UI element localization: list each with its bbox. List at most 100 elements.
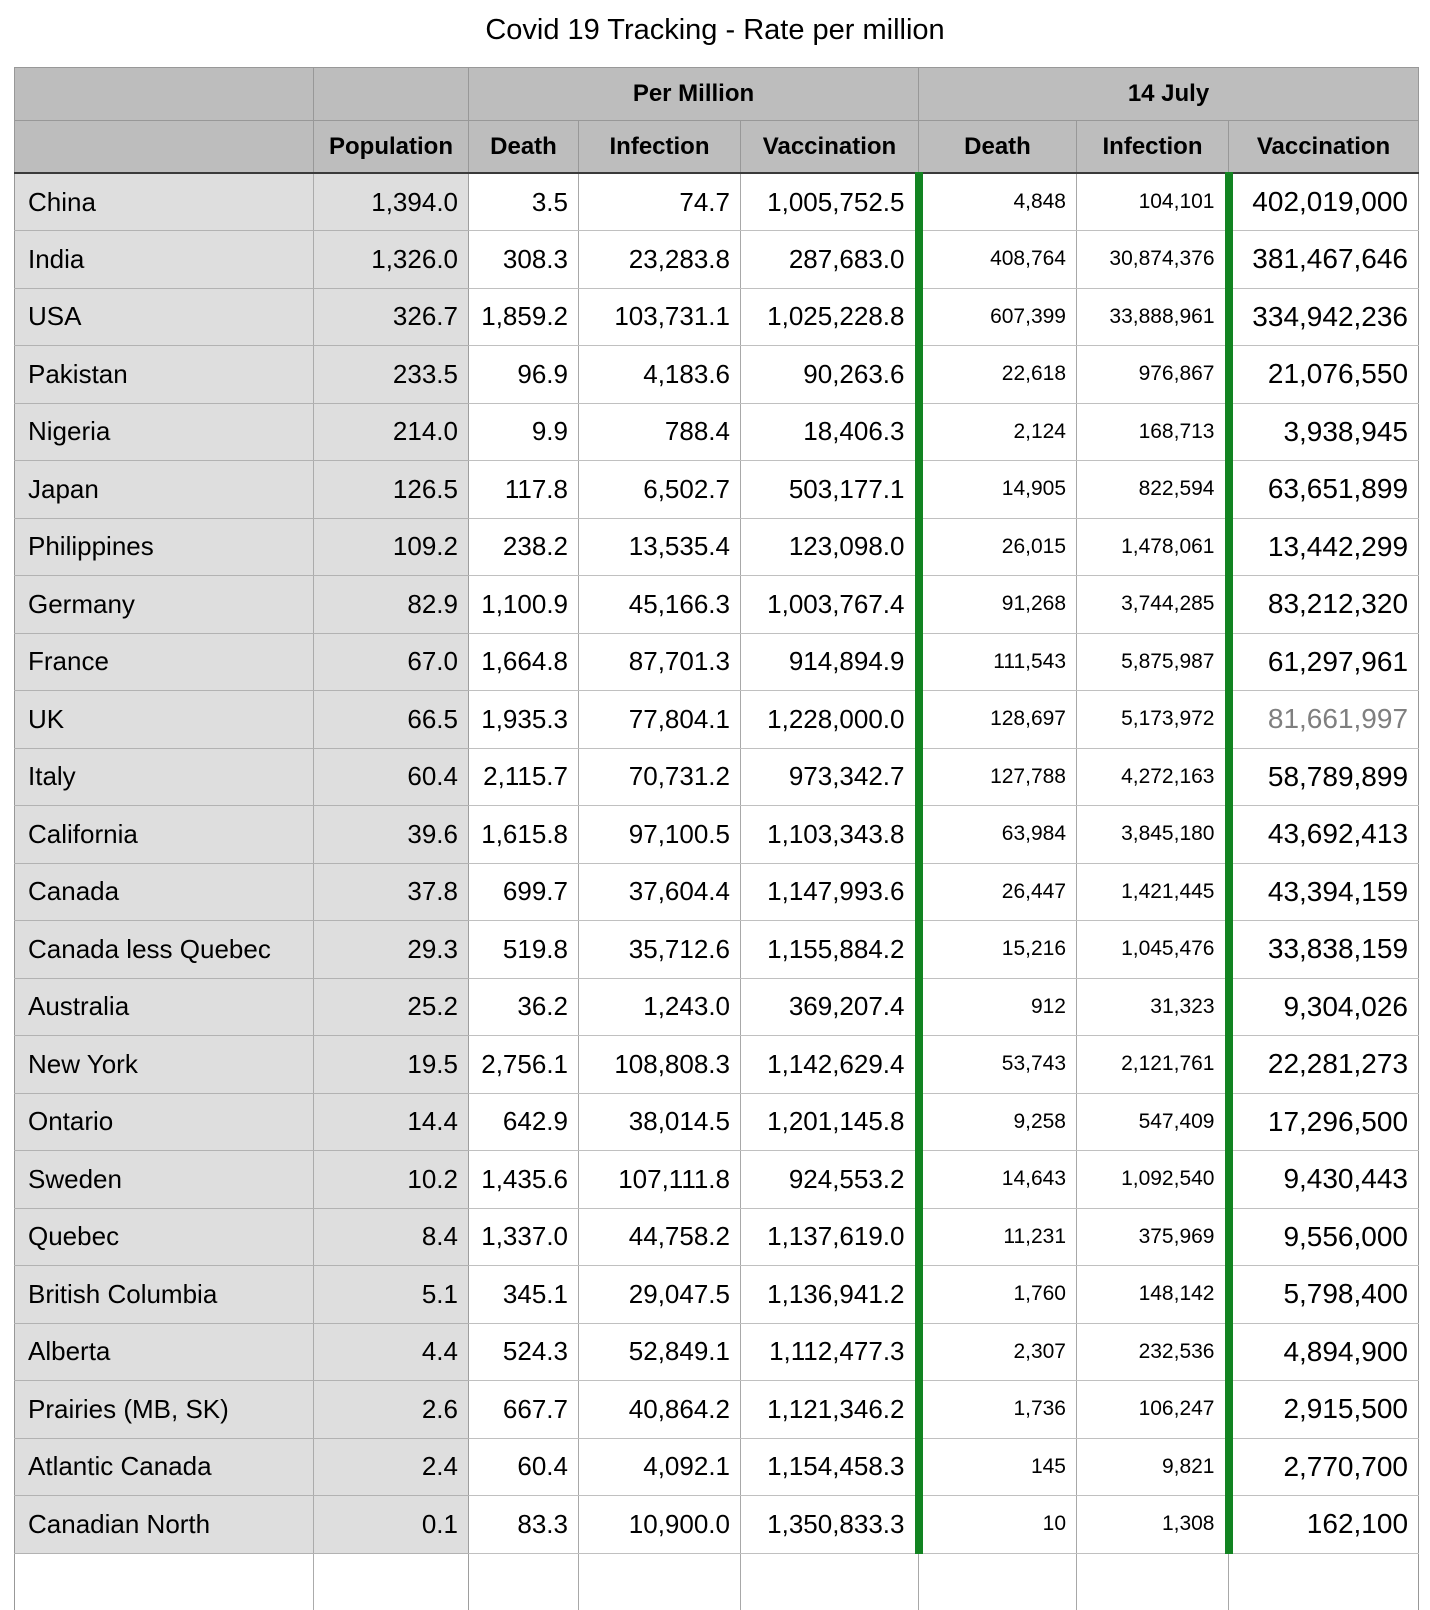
cell-pm-infection[interactable]: 87,701.3: [578, 633, 741, 691]
cell-j-vaccination[interactable]: 162,100: [1224, 1495, 1420, 1554]
cell-j-death[interactable]: 2,307: [914, 1323, 1077, 1381]
cell-pm-vaccination[interactable]: 1,121,346.2: [740, 1380, 919, 1439]
cell-population[interactable]: 10.2: [313, 1150, 469, 1209]
empty-cell[interactable]: [468, 1553, 579, 1610]
cell-population[interactable]: 14.4: [313, 1093, 469, 1151]
cell-pm-vaccination[interactable]: 1,136,941.2: [740, 1265, 919, 1324]
row-label[interactable]: Quebec: [14, 1208, 314, 1266]
cell-j-infection[interactable]: 5,875,987: [1076, 633, 1229, 691]
cell-pm-vaccination[interactable]: 1,112,477.3: [740, 1323, 919, 1381]
cell-pm-death[interactable]: 524.3: [468, 1323, 579, 1381]
cell-pm-death[interactable]: 60.4: [468, 1438, 579, 1496]
cell-j-vaccination[interactable]: 9,430,443: [1224, 1150, 1420, 1209]
cell-j-death[interactable]: 2,124: [914, 403, 1077, 461]
cell-pm-death[interactable]: 1,935.3: [468, 690, 579, 749]
cell-pm-death[interactable]: 345.1: [468, 1265, 579, 1324]
row-label[interactable]: India: [14, 230, 314, 289]
cell-population[interactable]: 5.1: [313, 1265, 469, 1324]
empty-cell[interactable]: [1227, 1553, 1420, 1610]
cell-pm-vaccination[interactable]: 90,263.6: [740, 345, 919, 404]
cell-pm-vaccination[interactable]: 1,154,458.3: [740, 1438, 919, 1496]
cell-pm-vaccination[interactable]: 973,342.7: [740, 748, 919, 806]
cell-j-vaccination[interactable]: 9,304,026: [1224, 978, 1420, 1036]
row-label[interactable]: Canadian North: [14, 1495, 314, 1554]
cell-pm-death[interactable]: 36.2: [468, 978, 579, 1036]
row-label[interactable]: Australia: [14, 978, 314, 1036]
cell-pm-infection[interactable]: 10,900.0: [578, 1495, 741, 1554]
cell-pm-infection[interactable]: 29,047.5: [578, 1265, 741, 1324]
group-header-14-july[interactable]: 14 July: [917, 67, 1420, 121]
cell-pm-infection[interactable]: 40,864.2: [578, 1380, 741, 1439]
cell-j-infection[interactable]: 1,092,540: [1076, 1150, 1229, 1209]
cell-j-vaccination[interactable]: 61,297,961: [1224, 633, 1420, 691]
cell-pm-death[interactable]: 9.9: [468, 403, 579, 461]
cell-j-infection[interactable]: 33,888,961: [1076, 288, 1229, 346]
group-header-per-million[interactable]: Per Million: [468, 67, 919, 121]
empty-cell[interactable]: [918, 1553, 1077, 1610]
cell-pm-vaccination[interactable]: 1,201,145.8: [740, 1093, 919, 1151]
cell-pm-vaccination[interactable]: 1,003,767.4: [740, 575, 919, 634]
cell-pm-infection[interactable]: 45,166.3: [578, 575, 741, 634]
cell-pm-infection[interactable]: 1,243.0: [578, 978, 741, 1036]
cell-population[interactable]: 4.4: [313, 1323, 469, 1381]
cell-j-vaccination[interactable]: 43,692,413: [1224, 805, 1420, 864]
cell-pm-death[interactable]: 96.9: [468, 345, 579, 404]
cell-j-infection[interactable]: 3,744,285: [1076, 575, 1229, 634]
row-label[interactable]: Canada: [14, 863, 314, 921]
cell-pm-vaccination[interactable]: 369,207.4: [740, 978, 919, 1036]
cell-j-infection[interactable]: 106,247: [1076, 1380, 1229, 1439]
cell-j-vaccination[interactable]: 83,212,320: [1224, 575, 1420, 634]
cell-j-death[interactable]: 26,015: [914, 518, 1077, 576]
cell-j-death[interactable]: 607,399: [914, 288, 1077, 346]
cell-pm-vaccination[interactable]: 1,155,884.2: [740, 920, 919, 979]
cell-j-death[interactable]: 4,848: [914, 173, 1077, 231]
cell-j-infection[interactable]: 547,409: [1076, 1093, 1229, 1151]
cell-pm-infection[interactable]: 38,014.5: [578, 1093, 741, 1151]
cell-j-death[interactable]: 128,697: [914, 690, 1077, 749]
cell-j-vaccination[interactable]: 402,019,000: [1224, 173, 1420, 231]
cell-pm-vaccination[interactable]: 123,098.0: [740, 518, 919, 576]
cell-pm-death[interactable]: 642.9: [468, 1093, 579, 1151]
cell-j-death[interactable]: 9,258: [914, 1093, 1077, 1151]
row-label[interactable]: Canada less Quebec: [14, 920, 314, 979]
cell-population[interactable]: 37.8: [313, 863, 469, 921]
empty-cell[interactable]: [740, 1553, 919, 1610]
cell-j-vaccination[interactable]: 13,442,299: [1224, 518, 1420, 576]
cell-j-death[interactable]: 1,736: [914, 1380, 1077, 1439]
cell-pm-infection[interactable]: 107,111.8: [578, 1150, 741, 1209]
cell-j-infection[interactable]: 1,045,476: [1076, 920, 1229, 979]
empty-cell[interactable]: [578, 1553, 741, 1610]
cell-population[interactable]: 109.2: [313, 518, 469, 576]
blank-population-group-cell[interactable]: [313, 67, 469, 121]
row-label[interactable]: Philippines: [14, 518, 314, 576]
cell-pm-infection[interactable]: 4,183.6: [578, 345, 741, 404]
empty-cell[interactable]: [14, 1553, 314, 1610]
cell-population[interactable]: 214.0: [313, 403, 469, 461]
cell-j-infection[interactable]: 1,308: [1076, 1495, 1229, 1554]
cell-j-death[interactable]: 912: [914, 978, 1077, 1036]
cell-j-vaccination[interactable]: 334,942,236: [1224, 288, 1420, 346]
column-header-july-infection[interactable]: Infection: [1076, 120, 1229, 174]
cell-j-infection[interactable]: 976,867: [1076, 345, 1229, 404]
cell-population[interactable]: 39.6: [313, 805, 469, 864]
blank-label-header-cell[interactable]: [14, 120, 314, 174]
cell-population[interactable]: 60.4: [313, 748, 469, 806]
cell-j-vaccination[interactable]: 43,394,159: [1224, 863, 1420, 921]
cell-j-infection[interactable]: 2,121,761: [1076, 1035, 1229, 1094]
cell-pm-infection[interactable]: 44,758.2: [578, 1208, 741, 1266]
cell-j-death[interactable]: 91,268: [914, 575, 1077, 634]
cell-pm-death[interactable]: 1,664.8: [468, 633, 579, 691]
row-label[interactable]: Germany: [14, 575, 314, 634]
cell-j-infection[interactable]: 148,142: [1076, 1265, 1229, 1324]
cell-pm-death[interactable]: 1,435.6: [468, 1150, 579, 1209]
cell-population[interactable]: 326.7: [313, 288, 469, 346]
cell-pm-death[interactable]: 1,337.0: [468, 1208, 579, 1266]
cell-j-death[interactable]: 408,764: [914, 230, 1077, 289]
cell-pm-vaccination[interactable]: 287,683.0: [740, 230, 919, 289]
cell-j-death[interactable]: 11,231: [914, 1208, 1077, 1266]
cell-j-infection[interactable]: 4,272,163: [1076, 748, 1229, 806]
cell-pm-vaccination[interactable]: 18,406.3: [740, 403, 919, 461]
cell-pm-death[interactable]: 3.5: [468, 173, 579, 231]
row-label[interactable]: China: [14, 173, 314, 231]
cell-pm-vaccination[interactable]: 503,177.1: [740, 460, 919, 519]
